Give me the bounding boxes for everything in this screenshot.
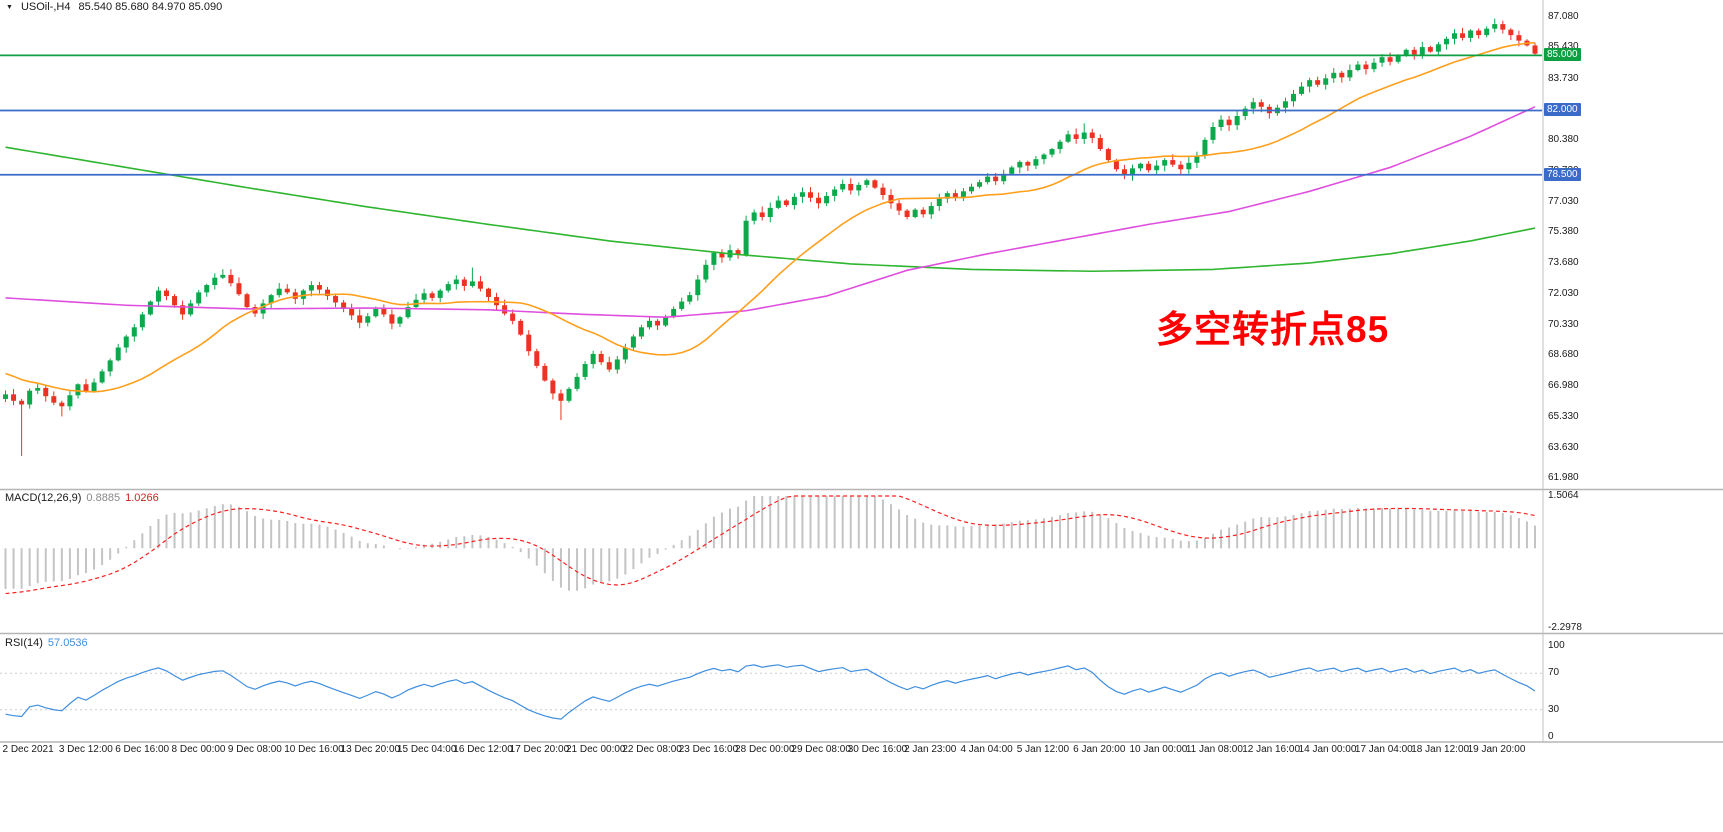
ma-slow-line bbox=[5, 146, 1536, 273]
candles-layer bbox=[3, 18, 1538, 456]
rsi-axis-100[interactable]: 100 bbox=[1548, 640, 1565, 651]
rsi-name: RSI(14) bbox=[5, 637, 43, 649]
ma-fast-line bbox=[5, 41, 1536, 393]
rsi-axis-70[interactable]: 70 bbox=[1548, 667, 1560, 678]
chart-dropdown-icon[interactable]: ▼ bbox=[6, 3, 13, 11]
ohlc-values: 85.540 85.680 84.970 85.090 bbox=[78, 1, 223, 13]
macd-indicator-label: MACD(12,26,9) 0.8885 1.0266 bbox=[5, 492, 159, 504]
macd-histogram bbox=[4, 496, 1536, 591]
symbol-timeframe-label: USOil-,H4 bbox=[20, 1, 71, 13]
macd-signal-line bbox=[5, 495, 1536, 595]
macd-axis-max[interactable]: 1.5064 bbox=[1548, 490, 1579, 501]
rsi-value: 57.0536 bbox=[47, 637, 88, 649]
macd-main-value: 0.8885 bbox=[86, 492, 121, 504]
macd-name: MACD(12,26,9) bbox=[5, 492, 82, 504]
rsi-line bbox=[5, 664, 1536, 720]
rsi-axis-0[interactable]: 0 bbox=[1548, 731, 1554, 742]
rsi-axis-30[interactable]: 30 bbox=[1548, 704, 1560, 715]
ma-mid-line bbox=[5, 106, 1536, 318]
symbol-info-bar: ▼ USOil-,H4 85.540 85.680 84.970 85.090 bbox=[6, 1, 222, 13]
macd-signal-value: 1.0266 bbox=[125, 492, 159, 504]
annotation-text[interactable]: 多空转折点85 bbox=[1156, 309, 1390, 350]
rsi-indicator-label: RSI(14) 57.0536 bbox=[5, 637, 88, 649]
macd-axis-min[interactable]: -2.2978 bbox=[1548, 622, 1582, 633]
